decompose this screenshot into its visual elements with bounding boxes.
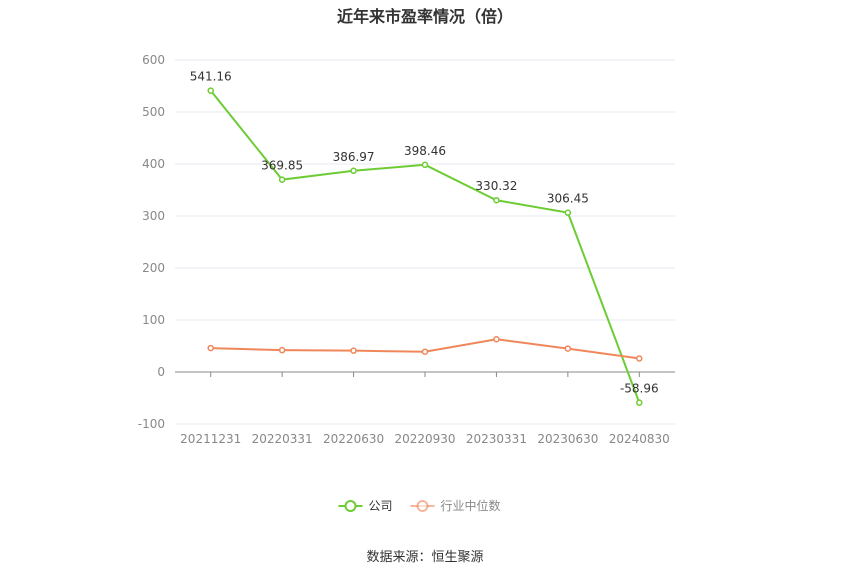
data-label: 386.97: [333, 150, 375, 164]
data-point: [207, 87, 214, 94]
data-label: 541.16: [190, 70, 232, 84]
data-point: [564, 345, 572, 352]
x-tick-label: 20220331: [252, 432, 313, 446]
data-point: [493, 196, 500, 204]
x-tick-label: 20220630: [323, 432, 384, 446]
legend: 公司 行业中位数: [338, 498, 501, 513]
data-point: [421, 348, 429, 355]
legend-swatch-marker: [416, 500, 429, 512]
data-point: [350, 347, 357, 354]
data-point: [493, 335, 500, 343]
data-label: 306.45: [547, 192, 589, 206]
data-label: -58.96: [620, 382, 659, 396]
y-tick-label: 500: [142, 105, 165, 119]
y-tick-label: -100: [138, 417, 165, 431]
data-label: 369.85: [261, 159, 303, 173]
legend-label: 行业中位数: [441, 498, 501, 513]
legend-label: 公司: [369, 499, 393, 513]
data-point: [564, 209, 572, 216]
y-tick-label: 300: [142, 209, 165, 223]
x-tick-label: 20220930: [394, 432, 455, 446]
x-tick-label: 20230630: [537, 432, 598, 446]
data-label: 398.46: [404, 144, 446, 158]
x-tick-label: 20230331: [466, 432, 527, 446]
x-tick-label: 20240830: [609, 432, 670, 446]
legend-item: 行业中位数: [410, 498, 501, 513]
series-line: [209, 89, 641, 404]
data-point: [636, 399, 643, 406]
grid-lines: [175, 59, 675, 425]
data-source-note: 数据来源：恒生聚源: [366, 550, 484, 565]
chart-title: 近年来市盈率情况（倍）: [336, 7, 513, 26]
data-point: [636, 355, 643, 362]
data-label: 330.32: [475, 179, 517, 193]
y-tick-label: 600: [142, 53, 165, 67]
series-lines: [207, 87, 643, 406]
x-tick-label: 20211231: [180, 432, 241, 446]
data-point: [207, 344, 214, 352]
axes: 600 500 400 300 200 100 0 -100 20211231 20220331 2…: [138, 53, 670, 446]
y-tick-label: 200: [142, 261, 165, 275]
data-point: [421, 161, 429, 169]
y-tick-label: 100: [142, 313, 165, 327]
data-point: [278, 176, 286, 183]
legend-item: 公司: [338, 499, 393, 513]
data-labels: 541.16 369.85 386.97 398.46 330.32 306.45 -58.…: [190, 70, 659, 396]
data-point: [278, 346, 286, 354]
y-tick-label: 0: [157, 365, 165, 379]
y-tick-label: 400: [142, 157, 165, 171]
legend-swatch-marker: [344, 500, 357, 512]
data-point: [350, 167, 357, 175]
